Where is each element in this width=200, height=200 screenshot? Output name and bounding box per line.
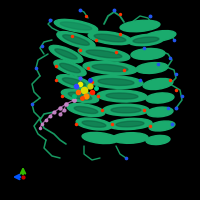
Ellipse shape — [131, 48, 165, 60]
Ellipse shape — [88, 31, 132, 45]
Ellipse shape — [146, 93, 174, 103]
Ellipse shape — [97, 90, 147, 102]
Ellipse shape — [76, 118, 112, 130]
Ellipse shape — [62, 78, 86, 86]
Ellipse shape — [54, 19, 98, 33]
Ellipse shape — [106, 93, 138, 99]
Ellipse shape — [94, 34, 126, 42]
Ellipse shape — [128, 34, 164, 46]
Ellipse shape — [82, 121, 106, 127]
Ellipse shape — [89, 76, 143, 88]
Ellipse shape — [78, 47, 130, 61]
Ellipse shape — [92, 64, 128, 72]
Ellipse shape — [60, 63, 80, 73]
Ellipse shape — [83, 61, 137, 75]
Ellipse shape — [136, 63, 168, 73]
Ellipse shape — [112, 133, 148, 143]
Ellipse shape — [55, 49, 77, 59]
Ellipse shape — [98, 79, 134, 85]
Ellipse shape — [67, 103, 105, 117]
Ellipse shape — [120, 20, 160, 32]
Ellipse shape — [82, 132, 118, 144]
Ellipse shape — [86, 50, 122, 58]
Ellipse shape — [111, 107, 141, 113]
Ellipse shape — [147, 107, 173, 117]
Ellipse shape — [103, 104, 149, 116]
Ellipse shape — [116, 121, 144, 127]
Ellipse shape — [54, 60, 86, 76]
Ellipse shape — [143, 78, 173, 90]
Ellipse shape — [63, 35, 89, 45]
Ellipse shape — [144, 31, 176, 41]
Ellipse shape — [133, 37, 159, 43]
Ellipse shape — [49, 45, 83, 63]
Ellipse shape — [146, 135, 170, 145]
Ellipse shape — [74, 106, 98, 114]
Ellipse shape — [57, 32, 95, 48]
Ellipse shape — [68, 92, 92, 100]
Ellipse shape — [108, 118, 152, 130]
Ellipse shape — [57, 75, 91, 89]
Ellipse shape — [149, 121, 175, 131]
Ellipse shape — [60, 22, 92, 30]
Ellipse shape — [61, 89, 99, 103]
